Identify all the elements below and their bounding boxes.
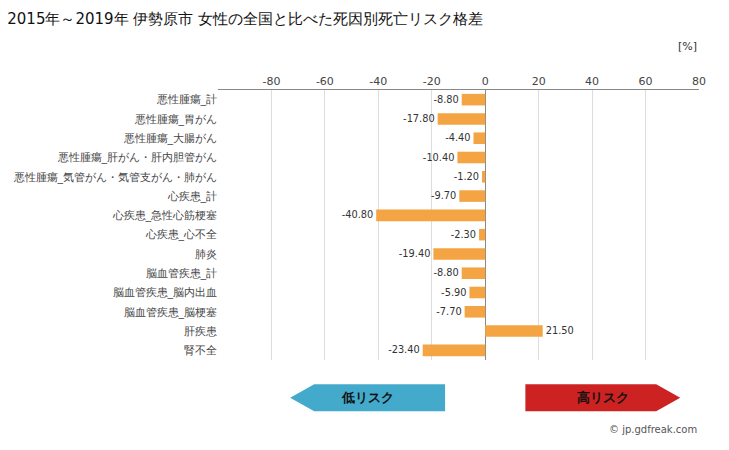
svg-text:-17.80: -17.80	[403, 113, 435, 124]
svg-text:-4.40: -4.40	[445, 132, 470, 143]
svg-text:脳血管疾患_脳梗塞: 脳血管疾患_脳梗塞	[124, 306, 218, 319]
svg-text:悪性腫瘍_計: 悪性腫瘍_計	[156, 93, 218, 106]
svg-text:心疾患_急性心筋梗塞: 心疾患_急性心筋梗塞	[112, 209, 218, 222]
svg-text:-5.90: -5.90	[441, 287, 466, 298]
svg-text:-40: -40	[369, 75, 387, 88]
svg-text:悪性腫瘍_気管がん・気管支がん・肺がん: 悪性腫瘍_気管がん・気管支がん・肺がん	[13, 171, 218, 184]
svg-text:-20: -20	[423, 75, 441, 88]
svg-text:悪性腫瘍_大腸がん: 悪性腫瘍_大腸がん	[123, 132, 218, 145]
svg-text:悪性腫瘍_肝がん・肝内胆管がん: 悪性腫瘍_肝がん・肝内胆管がん	[57, 151, 218, 164]
svg-text:-9.70: -9.70	[431, 190, 456, 201]
svg-text:-1.20: -1.20	[454, 171, 479, 182]
svg-text:[%]: [%]	[678, 40, 697, 53]
svg-text:肝疾患: 肝疾患	[184, 325, 217, 338]
svg-text:-40.80: -40.80	[342, 209, 374, 220]
svg-text:80: 80	[692, 75, 706, 88]
svg-text:脳血管疾患_計: 脳血管疾患_計	[146, 267, 218, 280]
svg-text:低リスク: 低リスク	[341, 390, 394, 405]
svg-text:心疾患_心不全: 心疾患_心不全	[145, 228, 218, 241]
svg-text:60: 60	[639, 75, 653, 88]
svg-text:悪性腫瘍_胃がん: 悪性腫瘍_胃がん	[134, 113, 218, 126]
svg-text:© jp.gdfreak.com: © jp.gdfreak.com	[609, 424, 697, 435]
svg-text:40: 40	[585, 75, 599, 88]
svg-text:腎不全: 腎不全	[184, 344, 217, 357]
svg-text:心疾患_計: 心疾患_計	[167, 190, 218, 203]
svg-text:-2.30: -2.30	[451, 229, 476, 240]
svg-text:-8.80: -8.80	[433, 94, 458, 105]
svg-text:20: 20	[532, 75, 546, 88]
svg-text:21.50: 21.50	[546, 325, 574, 336]
svg-text:-60: -60	[316, 75, 334, 88]
svg-text:0: 0	[482, 75, 489, 88]
svg-text:脳血管疾患_脳内出血: 脳血管疾患_脳内出血	[113, 286, 218, 299]
svg-text:-80: -80	[262, 75, 280, 88]
svg-text:-7.70: -7.70	[436, 306, 461, 317]
svg-text:2015年～2019年 伊勢原市 女性の全国と比べた死因別死: 2015年～2019年 伊勢原市 女性の全国と比べた死因別死亡リスク格差	[7, 10, 483, 28]
svg-text:-10.40: -10.40	[423, 152, 455, 163]
svg-text:-19.40: -19.40	[399, 248, 431, 259]
svg-text:肺炎: 肺炎	[195, 248, 217, 261]
svg-text:-8.80: -8.80	[433, 267, 458, 278]
svg-text:-23.40: -23.40	[388, 344, 420, 355]
svg-text:高リスク: 高リスク	[577, 390, 629, 405]
